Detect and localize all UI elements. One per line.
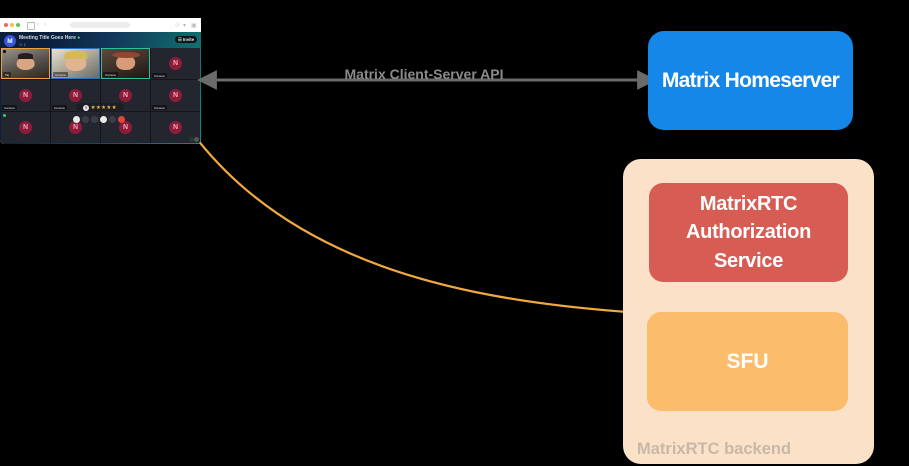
svg-text:Matrix Client-Server API: Matrix Client-Server API (345, 66, 504, 82)
